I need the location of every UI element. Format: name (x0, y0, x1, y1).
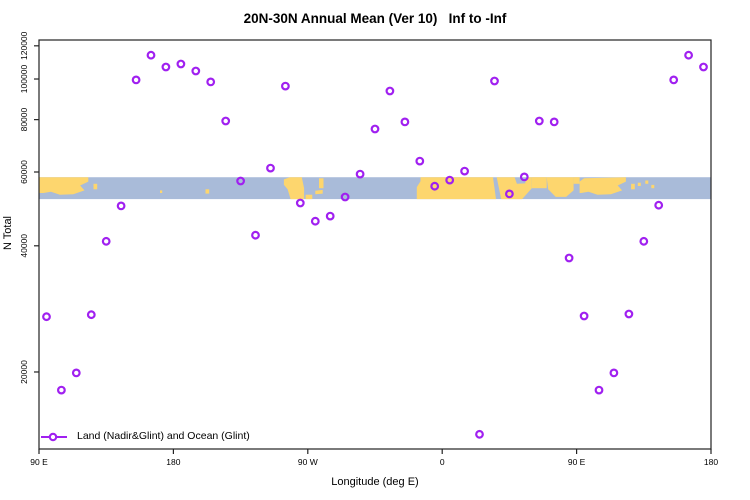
data-point (161, 62, 171, 72)
data-point (519, 172, 529, 182)
legend-label: Land (Nadir&Glint) and Ocean (Glint) (77, 430, 250, 442)
land-shape (416, 177, 496, 200)
land-shape (573, 177, 580, 184)
data-point (57, 385, 66, 395)
x-tick-label: 90 W (298, 457, 318, 467)
data-point (281, 81, 290, 91)
x-tick-label: 180 (704, 457, 718, 467)
data-point (669, 75, 679, 85)
data-point (594, 385, 604, 395)
data-point (206, 77, 216, 87)
data-point (549, 117, 559, 127)
data-point (310, 216, 320, 226)
legend: Land (Nadir&Glint) and Ocean (Glint) (40, 429, 250, 444)
land-shape (631, 183, 635, 190)
data-point (654, 200, 664, 210)
data-point (370, 124, 380, 134)
x-tick-label: 90 E (568, 457, 586, 467)
data-point (42, 312, 51, 322)
data-point (266, 163, 275, 173)
land-shape (319, 178, 324, 189)
land-shape (160, 190, 163, 193)
land-shape (93, 183, 98, 190)
y-tick-label: 80000 (19, 108, 29, 132)
data-point (415, 156, 425, 166)
land-shape (315, 189, 323, 195)
land-shape (651, 184, 655, 189)
data-point (624, 309, 634, 319)
data-point (101, 236, 111, 246)
land-shape (205, 189, 210, 194)
data-point (460, 166, 470, 176)
data-point (445, 175, 455, 185)
land-shape (283, 177, 305, 200)
data-point (579, 311, 589, 321)
data-point (340, 192, 350, 202)
data-point (355, 169, 365, 179)
plot-border (38, 39, 712, 450)
land-shape (305, 194, 313, 200)
chart-title: 20N-30N Annual Mean (Ver 10) Inf to -Inf (243, 11, 507, 26)
land-shape (579, 177, 626, 195)
land-shape (546, 177, 574, 197)
data-point (534, 116, 544, 126)
data-point (400, 117, 410, 127)
x-tick-label: 180 (166, 457, 180, 467)
x-tick-label: 90 E (30, 457, 48, 467)
data-point (699, 62, 708, 72)
data-point (86, 310, 96, 320)
data-point (564, 253, 574, 263)
data-point (176, 59, 186, 69)
data-point (684, 50, 693, 60)
data-point (325, 211, 335, 221)
data-point (131, 75, 141, 85)
data-point (475, 429, 484, 439)
y-axis-ticks: 20000 40000 60000 80000 100000 120000 (19, 31, 39, 384)
legend-marker-icon (41, 432, 67, 441)
land-shape (531, 177, 547, 189)
data-point (295, 198, 305, 208)
map-band (39, 177, 711, 200)
y-tick-label: 20000 (19, 360, 29, 384)
data-points (42, 50, 708, 439)
x-axis-title: Longitude (deg E) (331, 476, 419, 488)
data-point (490, 76, 499, 86)
data-point (430, 181, 440, 191)
land-shape (39, 177, 89, 195)
data-point (116, 201, 126, 211)
land-shape (645, 180, 649, 184)
y-tick-label: 40000 (19, 234, 29, 258)
data-point (639, 236, 649, 246)
y-tick-label: 60000 (19, 160, 29, 184)
data-point (251, 230, 260, 240)
y-tick-label: 120000 (19, 31, 29, 60)
data-point (191, 66, 201, 76)
x-tick-label: 0 (440, 457, 445, 467)
y-tick-label: 100000 (19, 65, 29, 94)
land-shape (637, 182, 641, 186)
x-axis-ticks: 90 E 180 90 W 0 90 E 180 (30, 449, 718, 467)
data-point (236, 176, 246, 186)
data-point (385, 86, 395, 96)
data-point (221, 116, 231, 126)
data-point (71, 368, 81, 378)
data-point (505, 189, 514, 199)
data-point (609, 368, 619, 378)
data-point (146, 50, 156, 60)
